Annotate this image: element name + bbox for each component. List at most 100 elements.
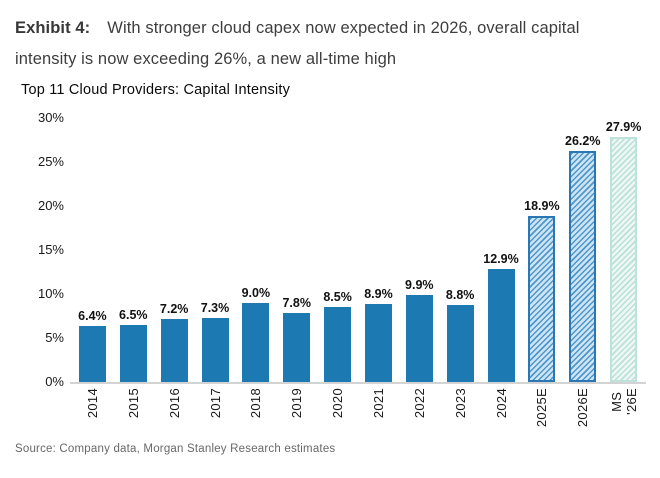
x-tick-label: 2015 <box>125 388 141 419</box>
bar-cell: 7.2% 2016 <box>154 118 195 440</box>
bar-area: 12.9% <box>481 118 522 382</box>
bar-cell: 8.5% 2020 <box>317 118 358 440</box>
bar-2019 <box>283 313 311 382</box>
x-tick-area: 2023 <box>440 382 481 440</box>
capital-intensity-bar-chart: 0% 5% 10% 15% 20% 25% 30% 6.4% 2014 6.5% 2015 7.2%… <box>0 104 660 444</box>
x-tick-label: 2018 <box>248 388 264 419</box>
bar-area: 27.9% <box>603 118 644 382</box>
bar-cell: 9.0% 2018 <box>235 118 276 440</box>
bar-2026E <box>569 151 597 382</box>
bar-value-label: 8.5% <box>323 290 352 305</box>
x-tick-label: 2022 <box>411 388 427 419</box>
bar-cell: 12.9% 2024 <box>481 118 522 440</box>
bar-area: 8.5% <box>317 118 358 382</box>
bar-2023 <box>446 304 474 382</box>
x-tick-label: MS '26E <box>608 388 639 415</box>
bar-area: 6.4% <box>72 118 113 382</box>
bar-area: 9.9% <box>399 118 440 382</box>
x-tick-area: 2025E <box>521 382 562 440</box>
x-tick-area: 2017 <box>195 382 236 440</box>
bar-2022 <box>405 294 433 382</box>
y-tick-label: 15% <box>37 242 64 257</box>
bar-area: 8.9% <box>358 118 399 382</box>
x-tick-area: 2024 <box>481 382 522 440</box>
x-tick-area: 2018 <box>235 382 276 440</box>
bar-cell: 27.9% MS '26E <box>603 118 644 440</box>
exhibit-number-label: Exhibit 4: <box>15 19 91 37</box>
bar-value-label: 6.4% <box>78 308 107 323</box>
bar-value-label: 6.5% <box>119 307 148 322</box>
bar-area: 8.8% <box>440 118 481 382</box>
bar-value-label: 7.2% <box>159 301 189 316</box>
exhibit-title-line1: With stronger cloud capex now expected i… <box>107 19 580 37</box>
y-tick-label: 10% <box>37 286 64 301</box>
bar-value-label: 7.3% <box>200 300 230 315</box>
x-tick-area: 2022 <box>399 382 440 440</box>
bar-2015 <box>119 324 147 382</box>
x-tick-area: 2021 <box>358 382 399 440</box>
y-tick-label: 30% <box>37 110 64 125</box>
x-tick-area: 2020 <box>317 382 358 440</box>
x-tick-label: 2026E <box>575 388 591 428</box>
bar-value-label: 8.9% <box>364 286 393 301</box>
bar-2014 <box>78 325 106 382</box>
bar-2018 <box>242 302 270 382</box>
x-tick-label: 2014 <box>84 388 100 419</box>
x-axis-line <box>70 382 646 384</box>
bar-MS-26E <box>610 136 638 382</box>
x-tick-area: 2014 <box>72 382 113 440</box>
bar-value-label: 18.9% <box>524 198 560 213</box>
x-tick-label: 2023 <box>452 388 468 419</box>
bar-area: 6.5% <box>113 118 154 382</box>
y-tick-label: 5% <box>45 330 64 345</box>
x-tick-label: 2024 <box>493 388 509 419</box>
chart-title: Top 11 Cloud Providers: Capital Intensit… <box>21 82 291 98</box>
bar-area: 9.0% <box>235 118 276 382</box>
x-tick-area: 2016 <box>154 382 195 440</box>
bar-value-label: 26.2% <box>565 134 601 149</box>
x-tick-label: 2016 <box>166 388 182 419</box>
bar-2025E <box>528 215 556 382</box>
exhibit-title-line2: intensity is now exceeding 26%, a new al… <box>15 50 397 68</box>
bar-area: 7.2% <box>154 118 195 382</box>
bar-value-label: 9.0% <box>241 285 271 300</box>
bar-cell: 9.9% 2022 <box>399 118 440 440</box>
y-tick-label: 0% <box>45 374 64 389</box>
x-tick-label: 2025E <box>534 388 550 428</box>
bar-cell: 8.8% 2023 <box>440 118 481 440</box>
x-tick-area: 2026E <box>562 382 603 440</box>
bar-cell: 26.2% 2026E <box>562 118 603 440</box>
plot-area: 6.4% 2014 6.5% 2015 7.2% 2016 7.3% 2017 9.0% 2018… <box>72 118 644 440</box>
bar-value-label: 12.9% <box>483 251 519 266</box>
bar-2017 <box>201 317 229 382</box>
x-tick-label: 2019 <box>289 388 305 419</box>
x-tick-area: 2019 <box>276 382 317 440</box>
y-axis: 0% 5% 10% 15% 20% 25% 30% <box>0 110 64 389</box>
bar-area: 18.9% <box>521 118 562 382</box>
bar-area: 7.8% <box>276 118 317 382</box>
bar-cell: 8.9% 2021 <box>358 118 399 440</box>
x-tick-area: 2015 <box>113 382 154 440</box>
bar-value-label: 9.9% <box>405 277 434 292</box>
bar-area: 7.3% <box>195 118 236 382</box>
y-tick-label: 20% <box>37 198 64 213</box>
exhibit-title: Exhibit 4: With stronger cloud capex now … <box>15 13 651 75</box>
bar-cell: 6.5% 2015 <box>113 118 154 440</box>
y-tick-label: 25% <box>37 154 64 169</box>
x-tick-label: 2017 <box>207 388 223 419</box>
source-note: Source: Company data, Morgan Stanley Res… <box>15 443 336 455</box>
bar-value-label: 27.9% <box>605 119 642 134</box>
x-tick-label: 2020 <box>330 388 346 419</box>
bar-cell: 7.8% 2019 <box>276 118 317 440</box>
bar-value-label: 8.8% <box>445 287 475 302</box>
bar-cell: 7.3% 2017 <box>195 118 236 440</box>
x-tick-area: MS '26E <box>603 382 644 440</box>
bar-value-label: 7.8% <box>282 296 311 311</box>
bar-2024 <box>487 268 515 382</box>
bar-2020 <box>324 307 352 382</box>
bar-cell: 18.9% 2025E <box>521 118 562 440</box>
bar-area: 26.2% <box>562 118 603 382</box>
bar-2016 <box>160 318 188 382</box>
bar-2021 <box>364 303 392 382</box>
